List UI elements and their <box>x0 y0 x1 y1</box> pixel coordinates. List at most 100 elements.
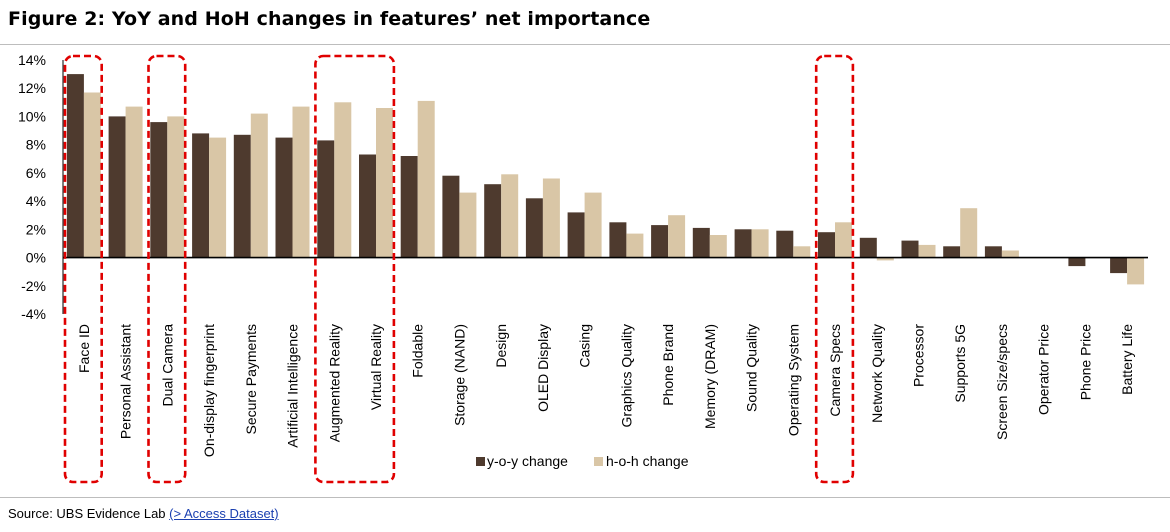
bar-hoh-13 <box>626 233 644 258</box>
category-label: Processor <box>911 324 927 387</box>
bar-hoh-10 <box>501 174 519 258</box>
bar-yoy-14 <box>651 225 669 258</box>
bar-hoh-18 <box>835 222 852 258</box>
bar-hoh-22 <box>1001 250 1019 258</box>
top-divider <box>0 44 1170 45</box>
bar-hoh-12 <box>584 192 602 258</box>
bar-chart: 14% 12% 10% 8% 6% 4% 2% 0% -2% -4% Face ID Persona… <box>18 52 1148 484</box>
y-tick-label: 8% <box>26 137 46 153</box>
bar-hoh-2 <box>167 116 185 258</box>
legend-swatch-yoy <box>476 457 485 466</box>
category-label: Dual Camera <box>159 324 175 407</box>
y-tick-label: 2% <box>26 221 46 237</box>
bar-yoy-3 <box>192 133 210 258</box>
y-tick-label: 4% <box>26 193 46 209</box>
bar-yoy-16 <box>734 229 752 258</box>
bar-yoy-17 <box>776 230 794 258</box>
category-label: Secure Payments <box>243 324 259 435</box>
bar-yoy-15 <box>692 227 710 258</box>
category-label: Foldable <box>410 324 426 378</box>
category-label: Phone Price <box>1077 324 1093 400</box>
highlight-boxes <box>63 54 855 484</box>
bar-hoh-9 <box>459 192 477 258</box>
bar-hoh-4 <box>250 113 268 258</box>
category-label: Casing <box>577 324 593 368</box>
bar-yoy-10 <box>484 184 502 258</box>
figure-title: Figure 2: YoY and HoH changes in feature… <box>8 8 651 30</box>
category-label: Artificial Intelligence <box>285 324 301 448</box>
bar-yoy-2 <box>150 122 168 258</box>
highlight-box <box>814 54 855 484</box>
bar-yoy-11 <box>525 198 543 258</box>
category-label: Sound Quality <box>744 324 760 412</box>
bar-hoh-17 <box>793 246 811 258</box>
bar-yoy-19 <box>859 237 877 258</box>
category-label: Operator Price <box>1036 324 1052 415</box>
legend: y-o-y change h-o-h change <box>476 453 689 469</box>
bar-hoh-7 <box>376 108 393 258</box>
category-label: Supports 5G <box>952 324 968 403</box>
bar-hoh-15 <box>709 235 727 258</box>
bar-yoy-13 <box>609 222 627 258</box>
legend-label-yoy: y-o-y change <box>487 453 568 469</box>
axes <box>62 60 1148 314</box>
y-tick-label: 14% <box>18 52 46 68</box>
y-tick-label: 12% <box>18 80 46 96</box>
highlight-box <box>314 54 396 484</box>
bars-group <box>66 74 1145 285</box>
category-label: Memory (DRAM) <box>702 324 718 429</box>
legend-swatch-hoh <box>594 457 603 466</box>
category-label: Screen Size/specs <box>994 324 1010 440</box>
bar-hoh-25 <box>1127 257 1145 285</box>
y-tick-label: 10% <box>18 108 46 124</box>
bar-yoy-20 <box>901 240 919 258</box>
bar-hoh-8 <box>417 100 435 258</box>
bar-hoh-3 <box>209 137 227 258</box>
y-tick-label: 0% <box>26 250 46 266</box>
bar-yoy-5 <box>275 137 293 258</box>
bar-hoh-14 <box>668 215 686 258</box>
category-label: Virtual Reality <box>368 324 384 410</box>
bar-yoy-0 <box>66 74 84 258</box>
bar-yoy-9 <box>442 175 460 258</box>
y-tick-label: -4% <box>21 306 46 322</box>
category-label: Augmented Reality <box>326 324 342 442</box>
category-label: Face ID <box>76 324 92 373</box>
y-axis-ticks: 14% 12% 10% 8% 6% 4% 2% 0% -2% -4% <box>18 52 46 322</box>
legend-label-hoh: h-o-h change <box>606 453 689 469</box>
bar-hoh-5 <box>292 106 310 258</box>
category-label: Design <box>493 324 509 368</box>
bar-yoy-4 <box>233 134 251 258</box>
bar-yoy-21 <box>943 246 961 258</box>
y-tick-label: -2% <box>21 278 46 294</box>
category-label: OLED Display <box>535 324 551 412</box>
access-dataset-link[interactable]: (> Access Dataset) <box>169 506 279 521</box>
bar-yoy-12 <box>567 212 585 258</box>
category-label: Storage (NAND) <box>451 324 467 426</box>
category-label: Graphics Quality <box>618 324 634 427</box>
bar-yoy-25 <box>1110 257 1128 274</box>
bar-hoh-1 <box>125 106 143 258</box>
category-label: On-display fingerprint <box>201 324 217 457</box>
source-label: Source: UBS Evidence Lab <box>8 506 170 521</box>
bar-hoh-21 <box>960 208 978 258</box>
bar-yoy-22 <box>984 246 1002 258</box>
category-label: Battery Life <box>1119 324 1135 395</box>
y-tick-label: 6% <box>26 165 46 181</box>
bar-yoy-24 <box>1068 257 1086 267</box>
bar-yoy-8 <box>400 156 418 258</box>
bar-yoy-6 <box>317 140 335 258</box>
category-label: Camera Specs <box>827 324 843 417</box>
bar-yoy-18 <box>818 232 835 258</box>
bottom-divider <box>0 497 1170 498</box>
bar-hoh-16 <box>751 229 769 258</box>
category-label: Network Quality <box>869 324 885 423</box>
highlight-box <box>63 54 104 484</box>
bar-hoh-11 <box>542 178 560 258</box>
bar-yoy-1 <box>108 116 126 258</box>
bar-hoh-20 <box>918 244 936 258</box>
category-label: Operating System <box>785 324 801 436</box>
bar-hoh-0 <box>83 92 101 258</box>
source-note: Source: UBS Evidence Lab (> Access Datas… <box>8 506 279 521</box>
category-label: Phone Brand <box>660 324 676 406</box>
